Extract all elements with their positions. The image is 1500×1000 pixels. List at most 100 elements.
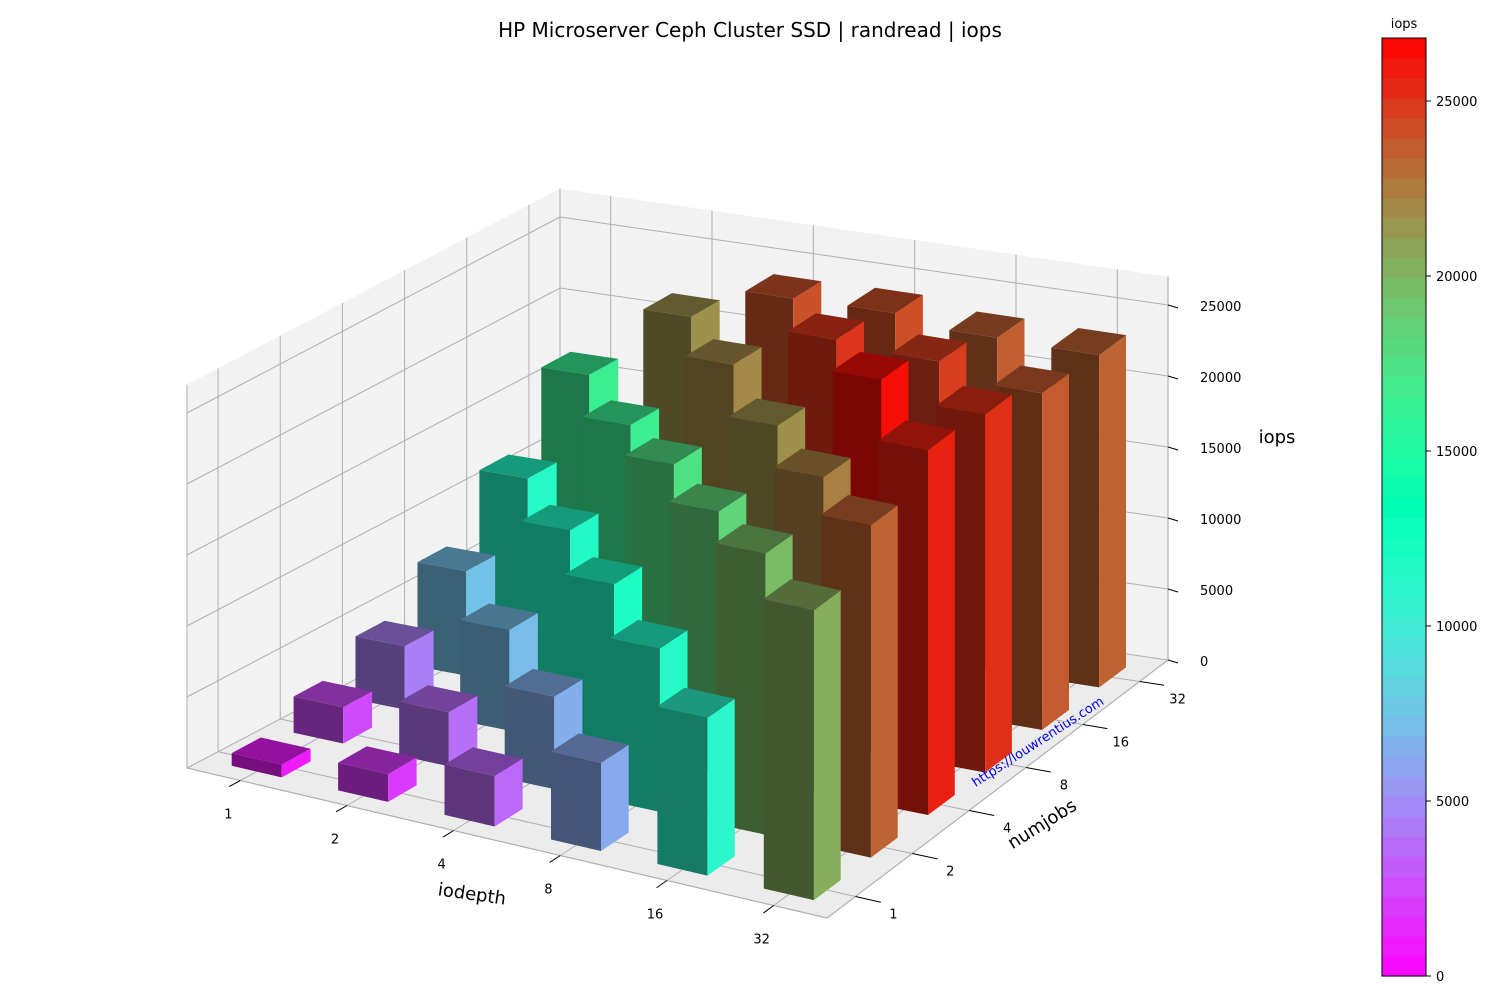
colorbar-step <box>1382 157 1426 179</box>
colorbar-tick-label: 25000 <box>1436 95 1477 110</box>
bar-top-face <box>728 398 806 426</box>
bar-iodepth-4-numjobs-1 <box>444 747 523 827</box>
colorbar-step <box>1382 936 1426 957</box>
bar-iodepth-16-numjobs-1 <box>657 687 735 876</box>
bar-side-face <box>448 695 478 767</box>
bar-side-face <box>281 748 311 778</box>
colorbar-step <box>1382 377 1426 398</box>
colorbar-step <box>1382 516 1426 538</box>
bar-front-face <box>338 762 389 802</box>
bar-top-face <box>625 438 702 465</box>
colorbar-step <box>1382 656 1426 678</box>
bar-side-face <box>985 394 1012 773</box>
bar-top-face <box>890 334 967 362</box>
colorbar-step <box>1382 756 1426 778</box>
colorbar-step <box>1382 616 1426 638</box>
bar-top-face <box>551 733 629 763</box>
y-tick-label: 8 <box>1060 779 1068 794</box>
bar-top-face <box>993 365 1069 394</box>
z-tick-label: 10000 <box>1200 513 1241 528</box>
bar-iodepth-8-numjobs-1 <box>551 733 629 851</box>
colorbar: iops 0 5000 10000 15000 20000 25000 <box>1381 17 1477 985</box>
colorbar-step <box>1382 177 1426 199</box>
bar-top-face <box>504 668 583 697</box>
colorbar-step <box>1382 417 1426 438</box>
colorbar-step <box>1382 676 1426 698</box>
bar-side-face <box>388 757 417 802</box>
bar-top-face <box>610 619 688 649</box>
colorbar-step <box>1382 536 1426 558</box>
bar-top-face <box>444 747 523 777</box>
bar-side-face <box>707 698 735 876</box>
bar-side-face <box>601 744 629 851</box>
bar-top-face <box>669 483 747 512</box>
x-tick-label: 32 <box>753 933 770 948</box>
bar-side-face <box>928 430 955 815</box>
colorbar-step <box>1382 896 1426 917</box>
left-grid-z <box>186 287 561 485</box>
z-tick-mark <box>1167 375 1179 380</box>
colorbar-step <box>1382 277 1426 299</box>
x-tick-mark <box>549 855 561 863</box>
bar-side-face <box>343 691 373 744</box>
colorbar-tick-label: 20000 <box>1436 270 1477 285</box>
y-tick-label: 16 <box>1112 736 1129 751</box>
bar-iodepth-2-numjobs-2 <box>399 685 478 767</box>
z-tick-label: 20000 <box>1200 371 1241 386</box>
bars <box>231 274 1126 901</box>
colorbar-step <box>1382 137 1426 159</box>
colorbar-step <box>1382 297 1426 319</box>
back-grid-z <box>559 216 1169 306</box>
z-tick-mark <box>1167 588 1179 593</box>
colorbar-step <box>1382 636 1426 658</box>
bar-top-face <box>355 620 434 647</box>
z-axis-label: iops <box>1259 427 1296 448</box>
colorbar-tick-label: 15000 <box>1436 445 1477 460</box>
bar-front-face <box>231 753 282 778</box>
y-tick-label: 1 <box>889 908 897 923</box>
bar-top-face <box>715 524 793 554</box>
x-tick-mark <box>656 880 668 889</box>
bar-top-face <box>338 746 417 775</box>
y-tick-label: 4 <box>1003 822 1011 837</box>
bar-side-face <box>494 758 523 827</box>
z-tick-label: 0 <box>1200 655 1208 670</box>
colorbar-step <box>1382 856 1426 877</box>
left-grid-z <box>186 216 561 414</box>
colorbar-step <box>1382 497 1426 518</box>
bar-front-face <box>657 706 708 876</box>
x-tick-mark <box>763 905 774 914</box>
colorbar-step <box>1382 916 1426 937</box>
colorbar-step <box>1382 57 1426 79</box>
bar-top-face <box>878 420 955 451</box>
colorbar-step <box>1382 317 1426 338</box>
tick-labels: 1 2 4 8 16 32 1 2 4 8 16 32 0 5000 10000 15000 20000 2500… <box>224 300 1241 948</box>
bar-iodepth-1-numjobs-1 <box>231 737 311 778</box>
bar-front-face <box>763 598 814 901</box>
bar-top-face <box>582 400 660 425</box>
colorbar-step <box>1382 596 1426 618</box>
colorbar-step <box>1382 876 1426 897</box>
colorbar-tick-label: 0 <box>1436 970 1444 985</box>
colorbar-step <box>1382 776 1426 797</box>
bar-iodepth-2-numjobs-1 <box>338 746 417 802</box>
colorbar-step <box>1382 576 1426 598</box>
z-tick-mark <box>1167 517 1179 522</box>
bar-top-face <box>657 687 735 718</box>
bar-iodepth-32-numjobs-1 <box>763 579 841 901</box>
bar-top-face <box>821 494 898 526</box>
y-tick-mark <box>1139 681 1165 686</box>
y-axis-label: numjobs <box>1004 795 1081 854</box>
y-tick-label: 32 <box>1169 693 1186 708</box>
colorbar-step <box>1382 696 1426 718</box>
x-axis-label: iodepth <box>437 879 508 909</box>
z-tick-label: 5000 <box>1200 584 1233 599</box>
left-grid-z <box>186 358 561 556</box>
bar-top-face <box>949 311 1025 338</box>
colorbar-step <box>1382 816 1426 837</box>
bar-top-face <box>460 603 538 630</box>
x-tick-label: 1 <box>224 808 232 823</box>
y-tick-mark <box>912 853 938 860</box>
colorbar-step <box>1382 716 1426 738</box>
